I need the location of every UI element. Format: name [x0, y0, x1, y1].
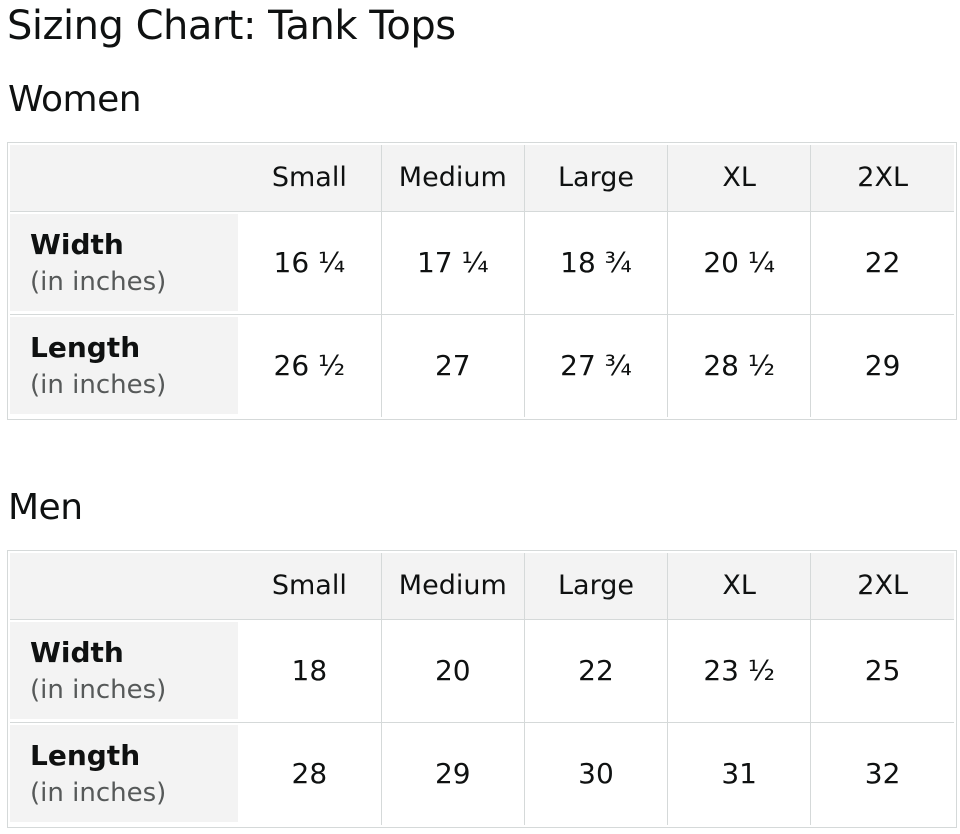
- men-width-row-label: Width (in inches): [10, 622, 238, 719]
- women-length-medium: 27: [380, 313, 525, 417]
- men-width-row-label-cell: Width (in inches): [10, 618, 238, 722]
- women-section-title: Women: [8, 79, 142, 120]
- men-width-medium: 20: [380, 618, 525, 722]
- women-length-small: 26 ½: [238, 313, 382, 417]
- women-col-header-2xl: 2XL: [810, 145, 954, 211]
- men-corner-cell: [10, 553, 238, 619]
- women-width-row-label-cell: Width (in inches): [10, 210, 238, 314]
- row-label-unit: (in inches): [30, 266, 167, 297]
- women-col-header-medium: Medium: [380, 145, 525, 211]
- women-width-row-label: Width (in inches): [10, 214, 238, 311]
- women-corner-cell: [10, 145, 238, 211]
- women-table-frame: Small Medium Large XL 2XL Width (in inch…: [7, 142, 957, 420]
- men-length-row: Length (in inches) 28 29 30 31 32: [10, 721, 954, 825]
- men-section: Men Small Medium Large XL 2XL: [7, 486, 957, 828]
- women-length-large: 27 ¾: [523, 313, 668, 417]
- women-sizing-table: Small Medium Large XL 2XL Width (in inch…: [10, 145, 954, 417]
- women-col-header-xl: XL: [667, 145, 811, 211]
- women-length-row-label-cell: Length (in inches): [10, 313, 238, 417]
- women-col-header-small: Small: [238, 145, 382, 211]
- row-label-text: Width: [30, 227, 124, 261]
- men-width-2xl: 25: [810, 618, 954, 722]
- row-label-text: Length: [30, 738, 141, 772]
- women-width-medium: 17 ¼: [380, 210, 525, 314]
- women-width-row: Width (in inches) 16 ¼ 17 ¼ 18 ¾ 20 ¼ 22: [10, 210, 954, 314]
- women-length-row-label: Length (in inches): [10, 317, 238, 415]
- men-width-row: Width (in inches) 18 20 22 23 ½ 25: [10, 618, 954, 722]
- row-label-text: Width: [30, 635, 124, 669]
- page-title: Sizing Chart: Tank Tops: [7, 3, 456, 49]
- men-col-header-large: Large: [523, 553, 668, 619]
- row-label-text: Length: [30, 330, 141, 364]
- men-section-title: Men: [8, 487, 83, 528]
- women-header-row: Small Medium Large XL 2XL: [10, 145, 954, 211]
- women-section: Women Small Medium Large XL 2XL: [7, 78, 957, 420]
- women-width-2xl: 22: [810, 210, 954, 314]
- men-length-medium: 29: [380, 721, 525, 825]
- men-length-row-label: Length (in inches): [10, 725, 238, 823]
- row-label-unit: (in inches): [30, 369, 167, 400]
- women-width-xl: 20 ¼: [667, 210, 811, 314]
- men-length-small: 28: [238, 721, 382, 825]
- men-length-2xl: 32: [810, 721, 954, 825]
- men-col-header-2xl: 2XL: [810, 553, 954, 619]
- row-label-unit: (in inches): [30, 777, 167, 808]
- men-sizing-table: Small Medium Large XL 2XL Width (in inch…: [10, 553, 954, 825]
- men-length-row-label-cell: Length (in inches): [10, 721, 238, 825]
- men-width-small: 18: [238, 618, 382, 722]
- men-col-header-medium: Medium: [380, 553, 525, 619]
- women-length-2xl: 29: [810, 313, 954, 417]
- women-col-header-large: Large: [523, 145, 668, 211]
- men-width-xl: 23 ½: [667, 618, 811, 722]
- men-width-large: 22: [523, 618, 668, 722]
- men-length-large: 30: [523, 721, 668, 825]
- women-width-small: 16 ¼: [238, 210, 382, 314]
- women-width-large: 18 ¾: [523, 210, 668, 314]
- men-col-header-small: Small: [238, 553, 382, 619]
- row-label-unit: (in inches): [30, 674, 167, 705]
- men-table-frame: Small Medium Large XL 2XL Width (in inch…: [7, 550, 957, 828]
- men-col-header-xl: XL: [667, 553, 811, 619]
- women-length-row: Length (in inches) 26 ½ 27 27 ¾ 28 ½ 29: [10, 313, 954, 417]
- women-length-xl: 28 ½: [667, 313, 811, 417]
- men-length-xl: 31: [667, 721, 811, 825]
- men-header-row: Small Medium Large XL 2XL: [10, 553, 954, 619]
